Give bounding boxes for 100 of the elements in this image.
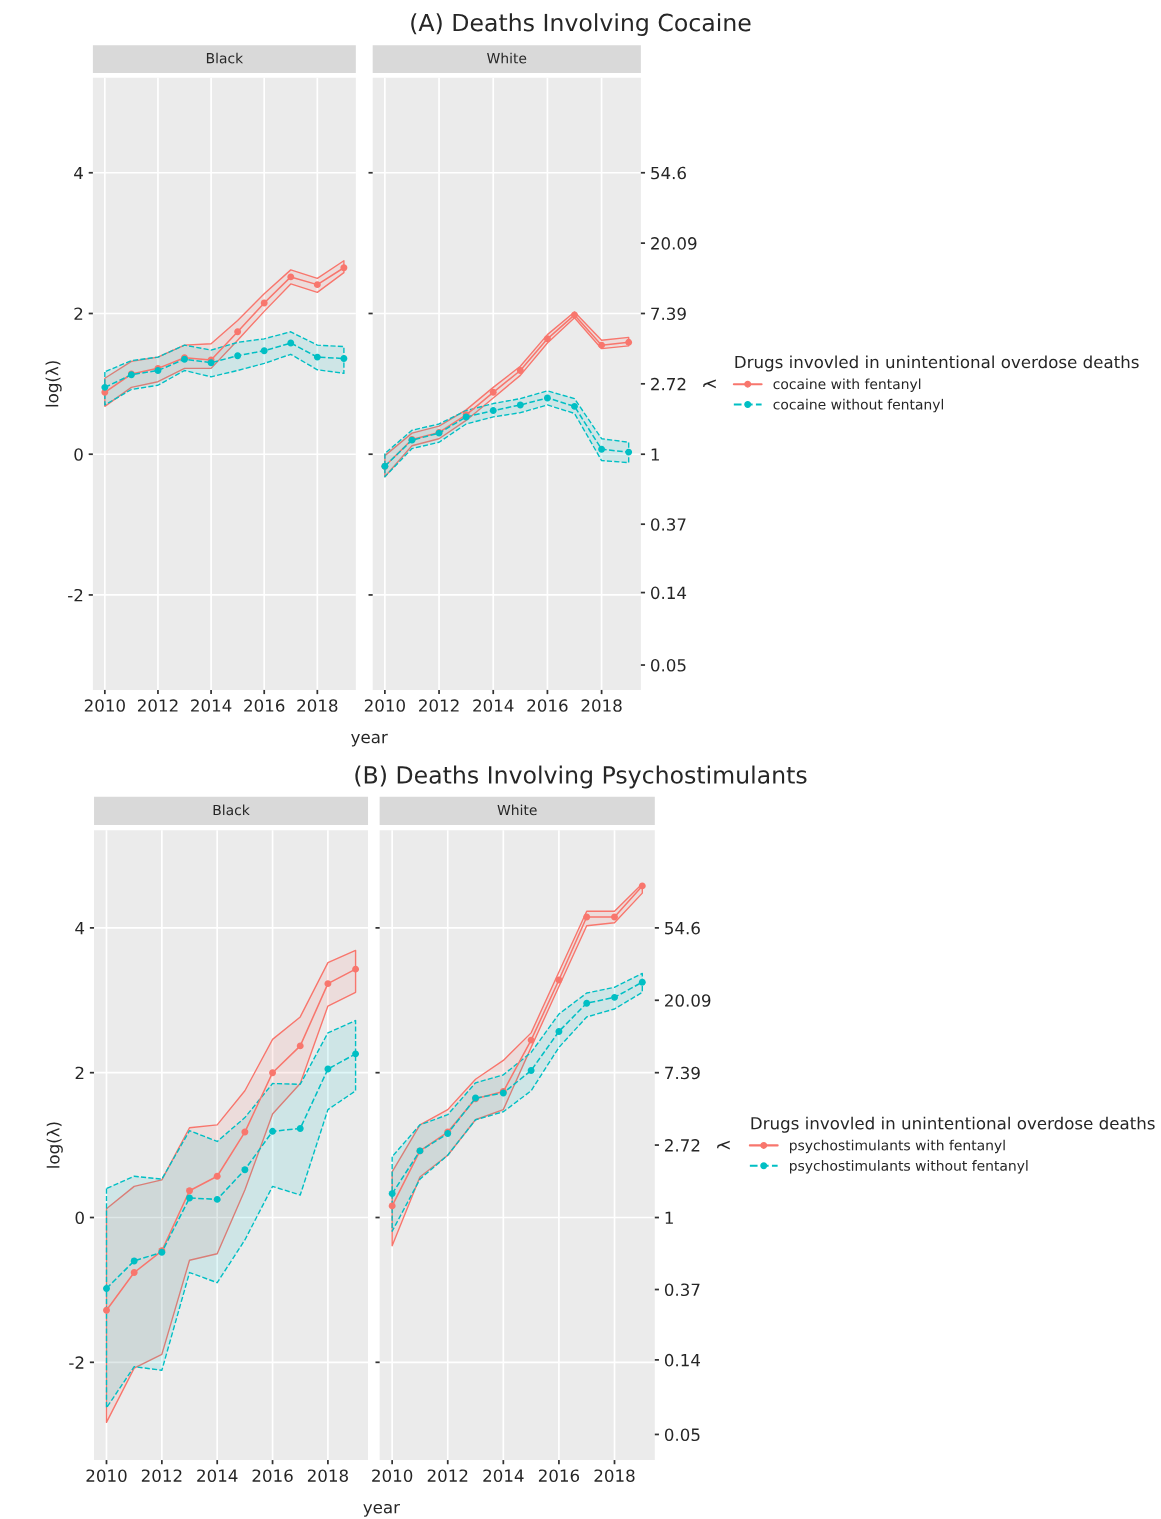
x-tick-label: 2018 <box>307 1469 348 1482</box>
x-axis-title: year <box>363 1503 400 1517</box>
point <box>352 965 360 973</box>
chart-subtitle: White <box>497 804 537 816</box>
point <box>213 1172 221 1180</box>
chart-title: (A) Deaths Involving Cocaine <box>411 13 751 37</box>
x-tick-label: 2012 <box>137 699 178 712</box>
text: 0.37 <box>664 1283 700 1297</box>
chart-subtitle: White <box>487 52 527 64</box>
y-tick-label: 2 <box>75 1066 84 1080</box>
legend-label: cocaine with fentanyl <box>773 378 921 392</box>
point <box>571 311 578 319</box>
text: 7.39 <box>651 307 686 321</box>
x-tick-label: 2010 <box>364 699 405 712</box>
y-tick-label: 4 <box>74 166 83 180</box>
text: 1 <box>651 448 659 461</box>
x-tick-label: 2010 <box>84 699 125 712</box>
y-tick-label: 0 <box>74 448 83 461</box>
x-axis-title: year <box>351 733 388 747</box>
legend-title: Drugs invovled in unintentional overdose deaths <box>751 1116 1155 1133</box>
text: 1 <box>665 1211 673 1224</box>
point <box>234 352 242 360</box>
point <box>352 1050 360 1058</box>
x-tick-label: 2014 <box>483 1469 524 1482</box>
point <box>103 1284 110 1292</box>
x-tick-label: 2012 <box>427 1469 468 1482</box>
chart-title: (B) Deaths Involving Psychostimulants <box>355 765 807 789</box>
y2-axis-title: λ <box>703 379 716 389</box>
text: 54.6 <box>651 166 686 180</box>
point <box>130 1269 138 1276</box>
text: 7.39 <box>665 1066 700 1080</box>
point <box>287 273 295 281</box>
text: 0.14 <box>651 586 687 600</box>
point <box>489 388 497 396</box>
point <box>340 355 348 362</box>
point <box>287 339 295 347</box>
x-tick-label: 2016 <box>538 1469 580 1482</box>
point <box>555 1027 563 1035</box>
point <box>260 347 268 355</box>
chart-subtitle: Black <box>206 52 244 64</box>
x-tick-label: 2014 <box>473 699 514 712</box>
legend-label: psychostimulants without fentanyl <box>790 1160 1028 1174</box>
point <box>186 1194 193 1202</box>
point <box>340 264 348 272</box>
x-tick-label: 2016 <box>252 1469 293 1482</box>
x-tick-label: 2016 <box>527 699 568 712</box>
point <box>241 1166 249 1174</box>
text: 0.14 <box>664 1353 701 1367</box>
point <box>103 1306 110 1314</box>
point <box>638 978 646 986</box>
x-tick-label: 2012 <box>141 1469 182 1482</box>
y-tick-label: -2 <box>69 1356 84 1369</box>
legend-label: psychostimulants with fentanyl <box>790 1139 1005 1154</box>
point <box>516 367 524 374</box>
text: 0.05 <box>664 1428 700 1442</box>
point <box>269 1069 277 1077</box>
x-tick-label: 2016 <box>244 699 285 712</box>
y-tick-label: 4 <box>75 922 85 935</box>
y-tick-label: 2 <box>74 307 83 320</box>
point <box>527 1067 535 1074</box>
point <box>571 402 578 410</box>
point <box>598 341 606 349</box>
chart-subtitle: Black <box>213 804 250 816</box>
point <box>638 882 646 890</box>
y-axis-title: log(λ) <box>46 1122 63 1168</box>
text: 20.09 <box>651 237 697 250</box>
point <box>583 999 591 1007</box>
point <box>625 338 633 346</box>
x-tick-label: 2014 <box>197 1469 238 1482</box>
point <box>543 335 551 343</box>
point <box>489 407 497 415</box>
point <box>296 1124 304 1132</box>
point <box>313 353 321 361</box>
point <box>101 383 109 391</box>
text: 0.37 <box>651 518 686 531</box>
point <box>516 401 524 409</box>
x-tick-label: 2010 <box>372 1469 413 1482</box>
legend-title: Drugs invovled in unintentional overdose deaths <box>735 355 1139 372</box>
text: 0.05 <box>651 658 686 672</box>
point <box>296 1042 304 1050</box>
point <box>625 448 633 456</box>
point <box>213 1195 221 1203</box>
point <box>269 1127 277 1135</box>
point <box>313 281 321 289</box>
point <box>388 1190 396 1198</box>
x-tick-label: 2018 <box>594 1469 635 1482</box>
x-tick-label: 2018 <box>297 699 338 712</box>
point <box>583 913 591 921</box>
point <box>543 394 551 402</box>
text: 54.6 <box>665 921 700 935</box>
text: 2.72 <box>665 1139 700 1152</box>
point <box>234 328 242 336</box>
y-tick-label: -2 <box>68 588 83 602</box>
text: 20.09 <box>665 994 711 1007</box>
x-tick-label: 2014 <box>191 699 232 712</box>
y2-axis-title: λ <box>717 1140 730 1150</box>
point <box>260 299 268 307</box>
point <box>611 913 618 921</box>
y-axis-title: log(λ) <box>45 361 62 407</box>
point <box>130 1257 138 1265</box>
